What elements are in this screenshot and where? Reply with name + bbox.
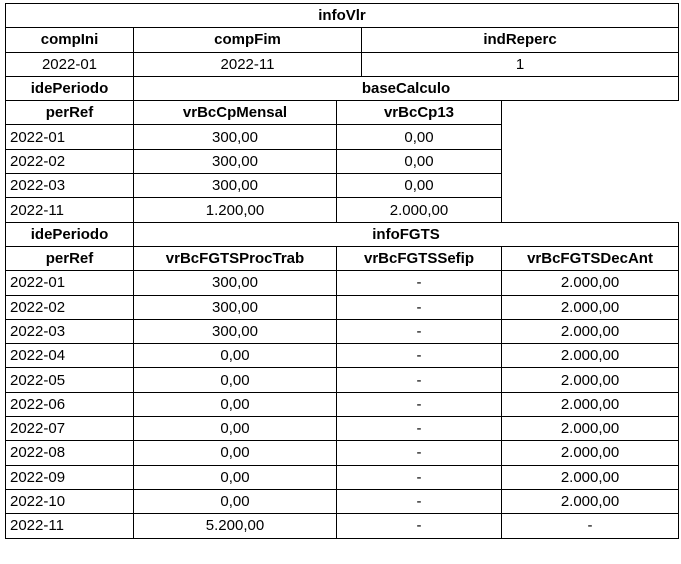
per-ref-cell: 2022-02 [5,148,134,175]
vr-bc-fgts-proc-trab-cell: 0,00 [133,367,337,393]
per-ref-cell: 2022-05 [5,367,134,393]
vr-bc-fgts-sefip-cell: - [336,464,502,490]
per-ref-cell: 2022-11 [5,197,134,223]
vr-bc-cp-mensal-cell: 300,00 [133,173,337,199]
vr-bc-fgts-dec-ant-cell: 2.000,00 [500,294,680,320]
table-row: 2022-04 0,00-2.000,00 [5,343,680,369]
vr-bc-fgts-sefip-cell: - [336,367,502,393]
table-row: 2022-08 0,00-2.000,00 [5,440,680,466]
header-row: compIni compFim indReperc [5,27,680,53]
vr-bc-fgts-dec-ant-cell: 2.000,00 [500,488,680,515]
vr-bc-fgts-sefip-cell: - [336,343,502,369]
vr-bc-fgts-sefip-cell: - [336,391,502,418]
vr-bc-fgts-proc-trab-cell: 300,00 [133,270,337,296]
vr-bc-cp-mensal-cell: 300,00 [133,148,337,175]
ind-reperc-value: 1 [360,51,680,77]
base-calculo-title: baseCalculo [132,75,680,102]
header-ind-reperc: indReperc [360,27,680,53]
vr-bc-fgts-dec-ant-cell: 2.000,00 [500,367,680,393]
vr-bc-fgts-dec-ant-cell: 2.000,00 [500,270,680,296]
per-ref-cell: 2022-03 [5,318,134,345]
vr-bc-fgts-proc-trab-cell: 0,00 [133,343,337,369]
vr-bc-fgts-sefip-cell: - [336,488,502,515]
per-ref-cell: 2022-06 [5,391,134,418]
vr-bc-fgts-dec-ant-cell: 2.000,00 [500,464,680,490]
vr-bc-cp13-cell: 0,00 [336,148,502,175]
vr-bc-fgts-dec-ant-cell: - [500,513,680,539]
per-ref-cell: 2022-01 [5,270,134,296]
table-row: 2022-11 1.200,00 2.000,00 [5,197,679,223]
per-ref-cell: 2022-02 [5,294,134,320]
ide-periodo-label: idePeriodo [5,75,134,102]
vr-bc-cp-mensal-cell: 300,00 [133,124,337,150]
comp-ini-value: 2022-01 [5,51,134,77]
vr-bc-fgts-proc-trab-cell: 300,00 [133,318,337,345]
header-vr-bc-fgts-sefip: vrBcFGTSSefip [336,245,502,272]
per-ref-cell: 2022-07 [5,416,134,442]
vr-bc-fgts-sefip-cell: - [336,416,502,442]
per-ref-cell: 2022-09 [5,464,134,490]
table-row: 2022-09 0,00-2.000,00 [5,464,680,490]
header-vr-bc-cp-mensal: vrBcCpMensal [133,100,337,126]
vr-bc-cp-mensal-cell: 1.200,00 [133,197,337,223]
table-row: 2022-01 300,00 0,00 [5,124,679,150]
vr-bc-fgts-dec-ant-cell: 2.000,00 [500,343,680,369]
header-row: perRef vrBcCpMensal vrBcCp13 [5,100,679,126]
info-vlr-table: infoVlr compIni compFim indReperc 2022-0… [4,2,680,539]
empty-cell [502,101,679,222]
ide-periodo-label: idePeriodo [5,221,134,247]
per-ref-cell: 2022-11 [5,513,134,539]
comp-fim-value: 2022-11 [133,51,362,77]
section-header-row: idePeriodo infoFGTS [5,221,680,247]
vr-bc-fgts-sefip-cell: - [336,513,502,539]
header-comp-fim: compFim [133,27,362,53]
table-title-row: infoVlr [4,2,680,29]
table-row: 2022-03 300,00 0,00 [5,173,679,199]
table-row: 2022-02 300,00 0,00 [5,148,679,175]
vr-bc-cp13-cell: 2.000,00 [336,197,502,223]
per-ref-cell: 2022-04 [5,343,134,369]
per-ref-cell: 2022-10 [5,488,134,515]
header-row: perRef vrBcFGTSProcTrab vrBcFGTSSefip vrBcF… [5,245,680,272]
vr-bc-fgts-proc-trab-cell: 0,00 [133,488,337,515]
vr-bc-fgts-sefip-cell: - [336,270,502,296]
header-vr-bc-fgts-proc-trab: vrBcFGTSProcTrab [133,245,337,272]
section-header-row: idePeriodo baseCalculo [5,75,680,102]
vr-bc-fgts-dec-ant-cell: 2.000,00 [500,391,680,418]
table-row: 2022-02 300,00-2.000,00 [5,294,680,320]
info-fgts-title: infoFGTS [132,221,680,247]
per-ref-cell: 2022-03 [5,173,134,199]
vr-bc-cp13-cell: 0,00 [336,173,502,199]
vr-bc-cp13-cell: 0,00 [336,124,502,150]
vr-bc-fgts-proc-trab-cell: 0,00 [133,440,337,466]
header-comp-ini: compIni [5,27,134,53]
vr-bc-fgts-proc-trab-cell: 300,00 [133,294,337,320]
header-vr-bc-fgts-dec-ant: vrBcFGTSDecAnt [500,245,680,272]
info-vlr-title: infoVlr [4,2,680,29]
table-row: 2022-07 0,00-2.000,00 [5,416,680,442]
vr-bc-fgts-proc-trab-cell: 0,00 [133,464,337,490]
header-per-ref: perRef [5,100,134,126]
vr-bc-fgts-dec-ant-cell: 2.000,00 [500,416,680,442]
header-vr-bc-cp13: vrBcCp13 [336,100,502,126]
table-row: 2022-05 0,00-2.000,00 [5,367,680,393]
table-row: 2022-01 2022-11 1 [5,51,680,77]
vr-bc-fgts-proc-trab-cell: 0,00 [133,391,337,418]
table-row: 2022-03 300,00-2.000,00 [5,318,680,345]
table-row: 2022-10 0,00-2.000,00 [5,488,680,515]
vr-bc-fgts-proc-trab-cell: 0,00 [133,416,337,442]
table-row: 2022-06 0,00-2.000,00 [5,391,680,418]
vr-bc-fgts-sefip-cell: - [336,440,502,466]
table-row: 2022-01 300,00-2.000,00 [5,270,680,296]
vr-bc-fgts-dec-ant-cell: 2.000,00 [500,318,680,345]
vr-bc-fgts-sefip-cell: - [336,318,502,345]
vr-bc-fgts-proc-trab-cell: 5.200,00 [133,513,337,539]
vr-bc-fgts-sefip-cell: - [336,294,502,320]
table-row: 2022-11 5.200,00- - [5,513,680,539]
header-per-ref: perRef [5,245,134,272]
vr-bc-fgts-dec-ant-cell: 2.000,00 [500,440,680,466]
per-ref-cell: 2022-08 [5,440,134,466]
per-ref-cell: 2022-01 [5,124,134,150]
